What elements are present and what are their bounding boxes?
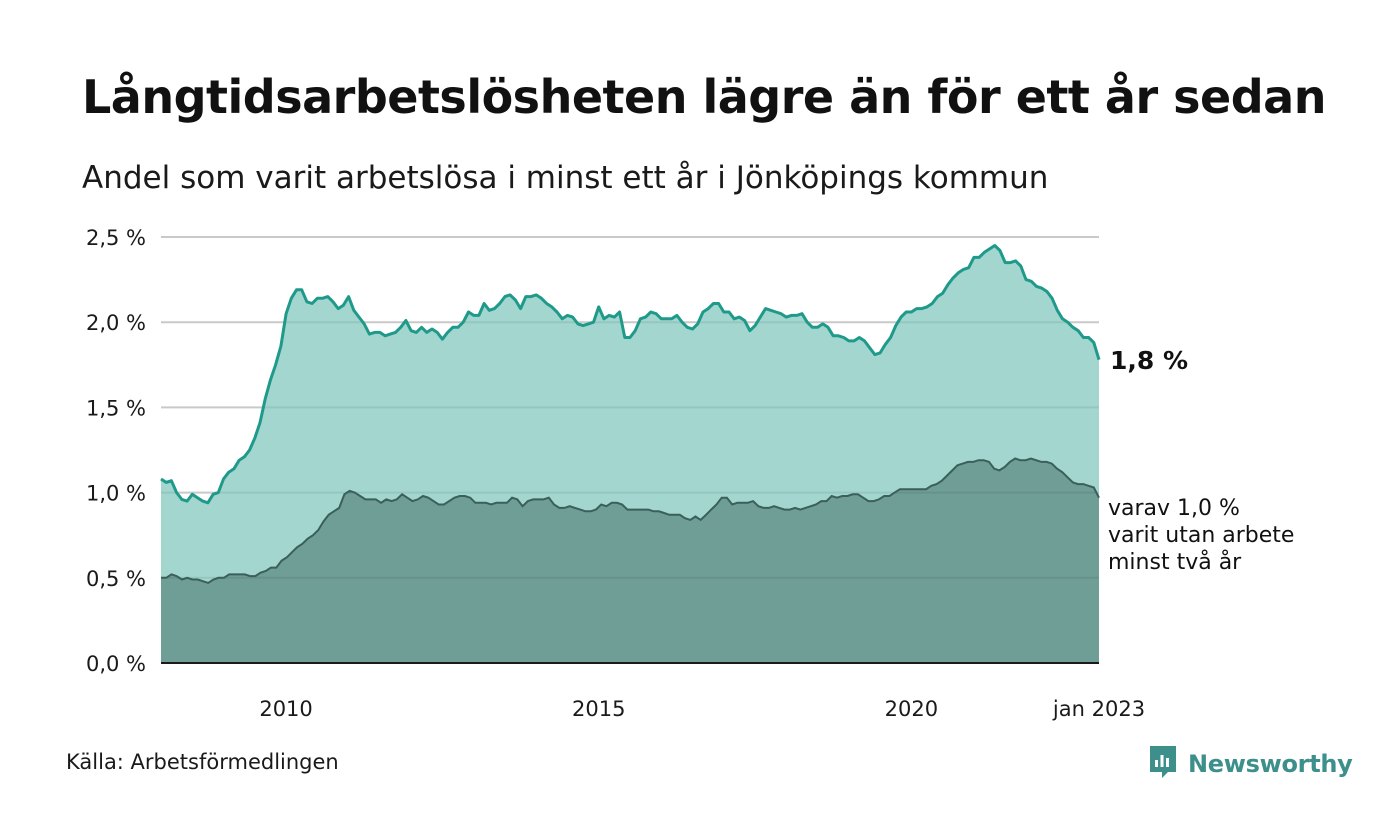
y-tick-label: 0,0 % [86,652,146,676]
brand-name: Newsworthy [1188,750,1353,778]
brand-logo[interactable]: Newsworthy [1148,744,1353,784]
x-tick-label: 2010 [259,697,312,721]
y-tick-label: 2,0 % [86,311,146,335]
y-tick-label: 1,5 % [86,396,146,420]
y-tick-label: 0,5 % [86,567,146,591]
chart-subtitle: Andel som varit arbetslösa i minst ett å… [82,160,1049,196]
x-tick-label: 2015 [572,697,625,721]
sub-label-line3: minst två år [1108,550,1242,575]
end-value-label: 1,8 % [1110,346,1189,375]
x-tick-label: 2020 [885,697,938,721]
sub-series-area [161,458,1099,663]
chart-title: Långtidsarbetslösheten lägre än för ett … [82,70,1326,124]
x-tick-label: jan 2023 [1052,697,1145,721]
y-tick-label: 1,0 % [86,482,146,506]
sub-label-line1: varav 1,0 % [1108,496,1240,521]
main-series-line [160,244,1101,505]
sub-label-line2: varit utan arbete [1108,523,1295,548]
source-note: Källa: Arbetsförmedlingen [66,750,339,774]
y-tick-label: 2,5 % [86,226,146,250]
newsworthy-icon [1148,744,1178,784]
sub-series-line [161,457,1100,584]
sub-series-label: varav 1,0 % varit utan arbete minst två … [1108,495,1348,576]
